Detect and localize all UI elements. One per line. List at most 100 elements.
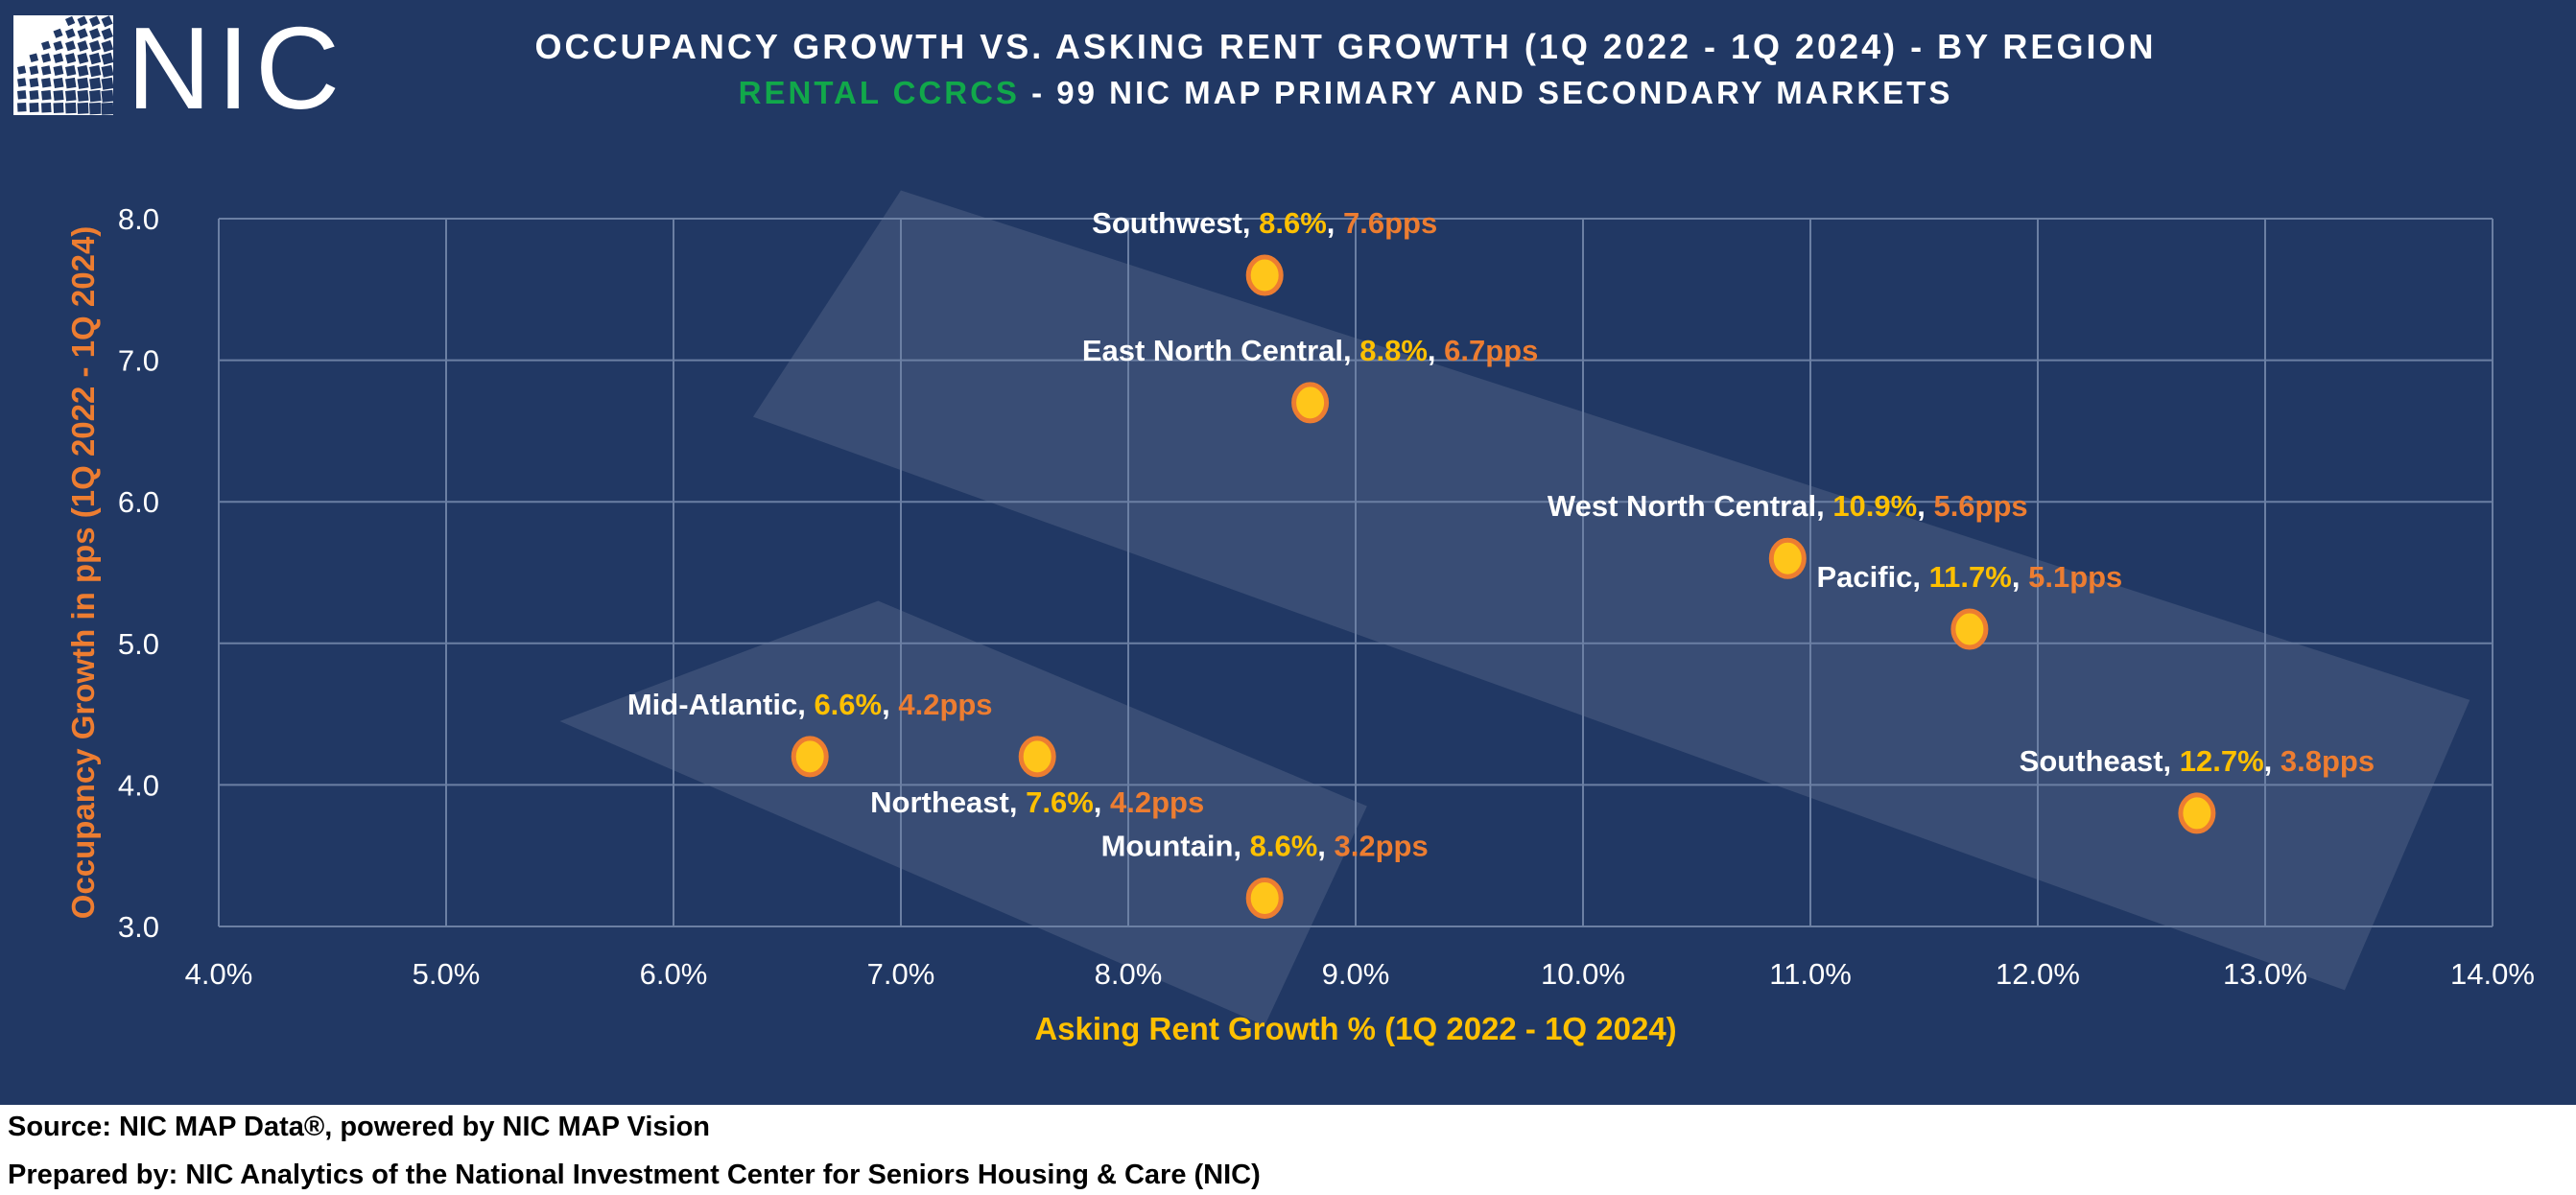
separator: , — [1327, 206, 1343, 240]
logo-square — [65, 40, 76, 52]
logo-square — [29, 65, 39, 76]
logo-square — [89, 15, 101, 27]
data-label: Mid-Atlantic, 6.6%, 4.2pps — [627, 688, 993, 721]
logo-square — [65, 102, 77, 114]
separator: , — [2012, 560, 2028, 594]
y-tick-label: 5.0 — [118, 627, 159, 661]
x-tick-label: 9.0% — [1322, 957, 1390, 991]
grid-lines — [218, 218, 2493, 927]
logo-square — [53, 89, 64, 101]
logo-square — [89, 102, 102, 115]
logo-square — [53, 40, 63, 51]
x-axis-title: Asking Rent Growth % (1Q 2022 - 1Q 2024) — [1034, 1011, 1676, 1046]
region-name: Pacific, — [1816, 560, 1928, 594]
data-marker — [2178, 792, 2216, 834]
chart-subtitle: RENTAL CCRCS - 99 NIC MAP PRIMARY AND SE… — [58, 75, 2576, 111]
logo-square — [41, 102, 52, 113]
chart-panel — [0, 0, 2576, 1105]
y-tick-label: 6.0 — [118, 485, 159, 519]
data-label: Mountain, 8.6%, 3.2pps — [1101, 829, 1429, 862]
rent-growth-value: 11.7% — [1929, 560, 2012, 594]
logo-square — [77, 53, 89, 64]
logo-square — [53, 65, 64, 76]
data-label: West North Central, 10.9%, 5.6pps — [1548, 489, 2028, 523]
logo-square — [101, 28, 113, 40]
y-tick-label: 4.0 — [118, 768, 159, 802]
logo-square — [65, 77, 77, 89]
region-name: Mid-Atlantic, — [627, 688, 815, 721]
logo-square — [17, 103, 27, 112]
highlight-band-lower-cluster — [559, 600, 1367, 1026]
highlight-bands — [559, 190, 2470, 1026]
separator: , — [2264, 744, 2281, 778]
region-name: Northeast, — [870, 785, 1026, 819]
logo-square — [65, 65, 77, 77]
separator: , — [1317, 829, 1334, 862]
prepared-by-note: Prepared by: NIC Analytics of the Nation… — [8, 1160, 1261, 1190]
logo-square — [89, 52, 102, 65]
logo-square — [77, 28, 88, 39]
data-marker — [1768, 537, 1807, 579]
data-marker — [1018, 736, 1056, 778]
logo-square — [53, 77, 64, 88]
logo-square — [41, 89, 52, 101]
x-tick-label: 11.0% — [1769, 957, 1852, 991]
data-point-northeast: Northeast, 7.6%, 4.2pps — [870, 736, 1204, 819]
data-point-southwest: Southwest, 8.6%, 7.6pps — [1092, 206, 1437, 296]
occupancy-growth-value: 5.1pps — [2028, 560, 2122, 594]
separator: , — [1428, 334, 1444, 367]
logo-text: NIC — [127, 15, 345, 115]
data-points: Southwest, 8.6%, 7.6pps East North Centra… — [627, 206, 2375, 919]
logo-square — [77, 40, 89, 52]
occupancy-growth-value: 3.8pps — [2281, 744, 2375, 778]
nic-logo: NIC — [13, 15, 345, 115]
logo-square — [65, 15, 76, 27]
separator: , — [1094, 785, 1110, 819]
separator: , — [1917, 489, 1933, 523]
logo-square — [53, 53, 64, 63]
region-name: Southwest, — [1092, 206, 1259, 240]
highlight-band-upper-cluster — [752, 190, 2470, 991]
rent-growth-value: 10.9% — [1832, 489, 1917, 523]
data-point-pacific: Pacific, 11.7%, 5.1pps — [1816, 560, 2122, 650]
logo-square — [53, 102, 64, 113]
x-tick-label: 6.0% — [640, 957, 708, 991]
y-axis-ticks: 3.0 4.0 5.0 6.0 7.0 8.0 — [118, 202, 159, 944]
scatter-chart: 4.0% 5.0% 6.0% 7.0% 8.0% 9.0% 10.0% 11.0% 12.0% 1… — [65, 190, 2535, 1046]
rent-growth-value: 8.6% — [1259, 206, 1327, 240]
x-tick-label: 13.0% — [2223, 957, 2307, 991]
x-tick-label: 8.0% — [1095, 957, 1163, 991]
logo-square — [41, 53, 52, 63]
data-label: East North Central, 8.8%, 6.7pps — [1082, 334, 1539, 367]
x-axis-ticks: 4.0% 5.0% 6.0% 7.0% 8.0% 9.0% 10.0% 11.0% 12.0% 1… — [185, 957, 2535, 991]
logo-square — [101, 39, 114, 53]
logo-square — [101, 64, 114, 78]
logo-square — [29, 90, 39, 101]
logo-square — [77, 77, 89, 89]
logo-square — [89, 28, 101, 40]
x-tick-label: 14.0% — [2450, 957, 2535, 991]
y-axis-title: Occupancy Growth in pps (1Q 2022 - 1Q 20… — [65, 226, 101, 920]
data-label: Southwest, 8.6%, 7.6pps — [1092, 206, 1437, 240]
occupancy-growth-value: 7.6pps — [1343, 206, 1437, 240]
logo-square — [40, 65, 52, 76]
occupancy-growth-value: 4.2pps — [898, 688, 992, 721]
data-label: Southeast, 12.7%, 3.8pps — [2020, 744, 2375, 778]
data-label: Northeast, 7.6%, 4.2pps — [870, 785, 1204, 819]
data-point-southeast: Southeast, 12.7%, 3.8pps — [2020, 744, 2375, 834]
data-point-west-north-central: West North Central, 10.9%, 5.6pps — [1548, 489, 2028, 579]
y-tick-label: 8.0 — [118, 202, 159, 236]
occupancy-growth-value: 5.6pps — [1933, 489, 2027, 523]
rent-growth-value: 6.6% — [814, 688, 882, 721]
data-marker — [1245, 254, 1284, 296]
subtitle-rest: - 99 NIC MAP PRIMARY AND SECONDARY MARKE… — [1019, 75, 1953, 110]
logo-square — [89, 89, 102, 103]
logo-square — [29, 78, 39, 88]
rent-growth-value: 12.7% — [2180, 744, 2264, 778]
region-name: West North Central, — [1548, 489, 1832, 523]
x-tick-label: 10.0% — [1541, 957, 1625, 991]
logo-square — [16, 65, 27, 75]
data-point-mountain: Mountain, 8.6%, 3.2pps — [1101, 829, 1429, 919]
region-name: East North Central, — [1082, 334, 1359, 367]
data-marker — [1291, 382, 1330, 424]
